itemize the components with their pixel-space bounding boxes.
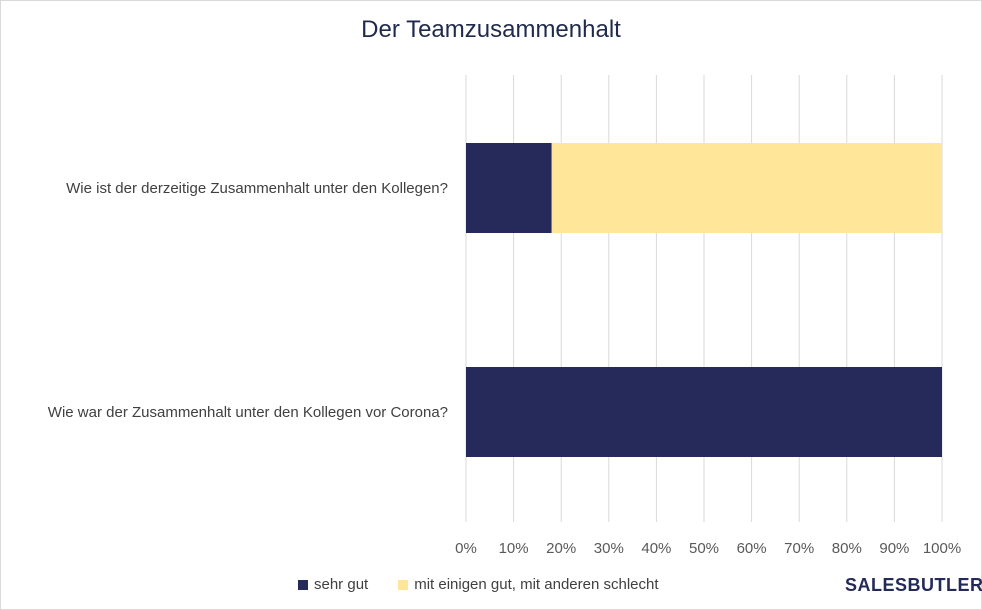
x-tick-label: 60% [737, 540, 767, 557]
bar-segment-series-0 [466, 143, 552, 233]
x-tick-label: 100% [923, 540, 961, 557]
x-tick-label: 70% [784, 540, 814, 557]
legend: sehr gut mit einigen gut, mit anderen sc… [298, 576, 689, 593]
chart-title: Der Teamzusammenhalt [361, 16, 621, 43]
salesbutlers-logo: SALESBUTLERS [845, 575, 982, 595]
x-tick-label: 30% [594, 540, 624, 557]
x-tick-label: 0% [455, 540, 477, 557]
category-label: Wie war der Zusammenhalt unter den Kolle… [48, 404, 448, 421]
x-tick-label: 50% [689, 540, 719, 557]
x-tick-label: 10% [499, 540, 529, 557]
legend-label-sehr-gut: sehr gut [314, 576, 369, 593]
x-tick-label: 90% [879, 540, 909, 557]
x-tick-label: 40% [641, 540, 671, 557]
legend-label-mit-einigen-gut: mit einigen gut, mit anderen schlecht [414, 576, 659, 593]
x-tick-label: 80% [832, 540, 862, 557]
legend-item-mit-einigen-gut: mit einigen gut, mit anderen schlecht [398, 576, 659, 593]
legend-item-sehr-gut: sehr gut [298, 576, 368, 593]
bar-segment-series-0 [466, 367, 942, 457]
legend-swatch-sehr-gut [298, 579, 308, 590]
bar-segment-series-1 [551, 143, 942, 233]
legend-swatch-mit-einigen-gut [398, 579, 409, 590]
category-label: Wie ist der derzeitige Zusammenhalt unte… [66, 180, 448, 197]
x-tick-label: 20% [546, 540, 576, 557]
